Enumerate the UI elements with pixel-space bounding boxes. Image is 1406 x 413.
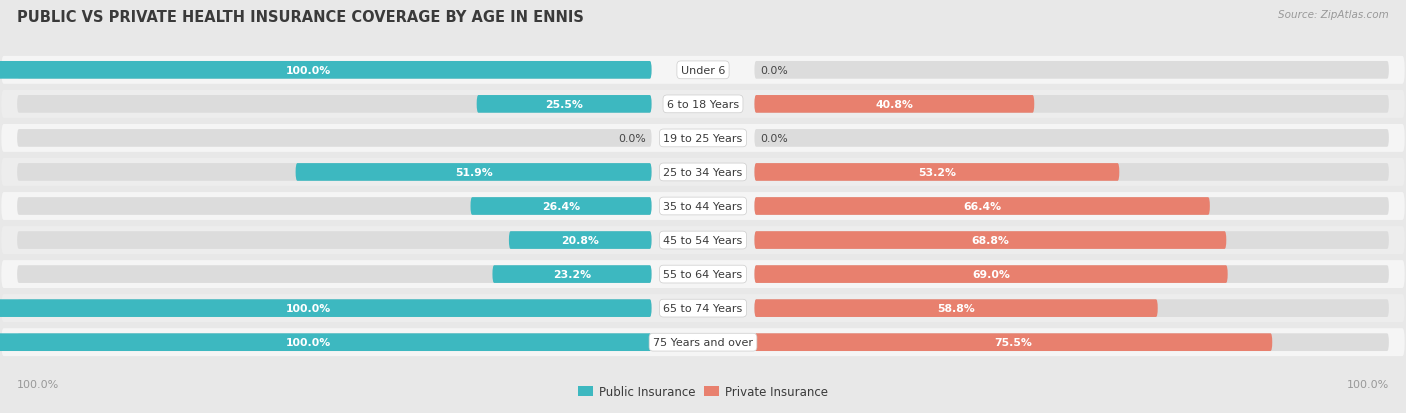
Text: 75.5%: 75.5% <box>994 337 1032 347</box>
Text: 25.5%: 25.5% <box>546 100 583 109</box>
FancyBboxPatch shape <box>1 227 1405 254</box>
Text: 19 to 25 Years: 19 to 25 Years <box>664 133 742 144</box>
Text: 100.0%: 100.0% <box>1347 379 1389 389</box>
FancyBboxPatch shape <box>755 164 1389 181</box>
Text: 23.2%: 23.2% <box>553 269 591 280</box>
FancyBboxPatch shape <box>755 164 1119 181</box>
FancyBboxPatch shape <box>1 159 1405 186</box>
FancyBboxPatch shape <box>755 198 1209 215</box>
Text: 66.4%: 66.4% <box>963 202 1001 211</box>
FancyBboxPatch shape <box>755 62 1389 79</box>
FancyBboxPatch shape <box>1 125 1405 152</box>
Text: 58.8%: 58.8% <box>938 304 974 313</box>
Text: 25 to 34 Years: 25 to 34 Years <box>664 168 742 178</box>
FancyBboxPatch shape <box>17 299 651 317</box>
FancyBboxPatch shape <box>0 334 651 351</box>
FancyBboxPatch shape <box>755 96 1389 114</box>
FancyBboxPatch shape <box>295 164 651 181</box>
FancyBboxPatch shape <box>17 198 651 215</box>
Text: 20.8%: 20.8% <box>561 235 599 245</box>
Legend: Public Insurance, Private Insurance: Public Insurance, Private Insurance <box>574 381 832 403</box>
FancyBboxPatch shape <box>17 266 651 283</box>
Text: 100.0%: 100.0% <box>285 66 332 76</box>
FancyBboxPatch shape <box>17 96 651 114</box>
Text: 75 Years and over: 75 Years and over <box>652 337 754 347</box>
FancyBboxPatch shape <box>1 294 1405 322</box>
FancyBboxPatch shape <box>0 299 651 317</box>
FancyBboxPatch shape <box>755 334 1272 351</box>
FancyBboxPatch shape <box>755 299 1389 317</box>
FancyBboxPatch shape <box>755 299 1157 317</box>
Text: 45 to 54 Years: 45 to 54 Years <box>664 235 742 245</box>
FancyBboxPatch shape <box>17 164 651 181</box>
FancyBboxPatch shape <box>0 62 651 79</box>
FancyBboxPatch shape <box>17 232 651 249</box>
Text: 53.2%: 53.2% <box>918 168 956 178</box>
FancyBboxPatch shape <box>509 232 651 249</box>
FancyBboxPatch shape <box>1 261 1405 288</box>
Text: 0.0%: 0.0% <box>759 66 787 76</box>
Text: 100.0%: 100.0% <box>17 379 59 389</box>
FancyBboxPatch shape <box>477 96 651 114</box>
FancyBboxPatch shape <box>755 232 1226 249</box>
FancyBboxPatch shape <box>1 328 1405 356</box>
FancyBboxPatch shape <box>755 96 1035 114</box>
FancyBboxPatch shape <box>492 266 651 283</box>
Text: 40.8%: 40.8% <box>876 100 914 109</box>
FancyBboxPatch shape <box>755 334 1389 351</box>
Text: 35 to 44 Years: 35 to 44 Years <box>664 202 742 211</box>
Text: 65 to 74 Years: 65 to 74 Years <box>664 304 742 313</box>
FancyBboxPatch shape <box>755 232 1389 249</box>
Text: Source: ZipAtlas.com: Source: ZipAtlas.com <box>1278 10 1389 20</box>
FancyBboxPatch shape <box>17 130 651 147</box>
Text: 100.0%: 100.0% <box>285 304 332 313</box>
Text: PUBLIC VS PRIVATE HEALTH INSURANCE COVERAGE BY AGE IN ENNIS: PUBLIC VS PRIVATE HEALTH INSURANCE COVER… <box>17 10 583 25</box>
Text: 55 to 64 Years: 55 to 64 Years <box>664 269 742 280</box>
Text: 100.0%: 100.0% <box>285 337 332 347</box>
FancyBboxPatch shape <box>1 192 1405 221</box>
Text: Under 6: Under 6 <box>681 66 725 76</box>
Text: 69.0%: 69.0% <box>972 269 1010 280</box>
FancyBboxPatch shape <box>17 62 651 79</box>
Text: 26.4%: 26.4% <box>541 202 581 211</box>
FancyBboxPatch shape <box>1 91 1405 119</box>
Text: 0.0%: 0.0% <box>619 133 647 144</box>
Text: 6 to 18 Years: 6 to 18 Years <box>666 100 740 109</box>
Text: 68.8%: 68.8% <box>972 235 1010 245</box>
Text: 51.9%: 51.9% <box>454 168 492 178</box>
FancyBboxPatch shape <box>755 198 1389 215</box>
FancyBboxPatch shape <box>755 266 1227 283</box>
FancyBboxPatch shape <box>1 57 1405 85</box>
Text: 0.0%: 0.0% <box>759 133 787 144</box>
FancyBboxPatch shape <box>755 130 1389 147</box>
FancyBboxPatch shape <box>17 334 651 351</box>
FancyBboxPatch shape <box>755 266 1389 283</box>
FancyBboxPatch shape <box>471 198 651 215</box>
